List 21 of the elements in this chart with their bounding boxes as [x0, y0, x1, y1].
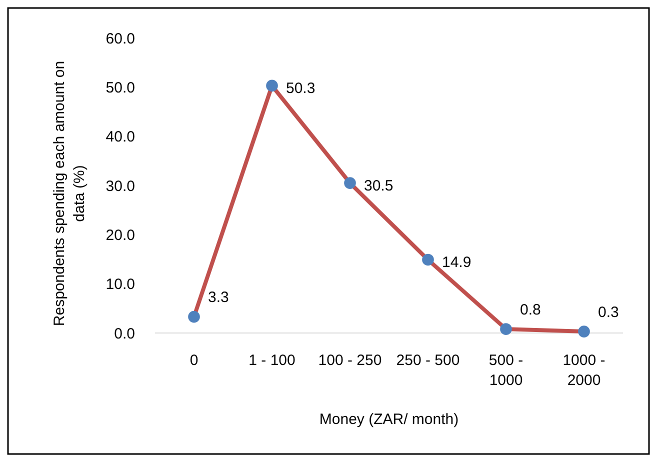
- data-label: 3.3: [208, 289, 229, 306]
- y-tick-label: 50.0: [106, 79, 135, 96]
- y-tick-label: 30.0: [106, 178, 135, 195]
- data-label: 0.3: [598, 304, 619, 321]
- data-label: 30.5: [364, 177, 394, 194]
- y-tick-label: 40.0: [106, 128, 135, 146]
- x-tick-label: 500 - 1000: [488, 352, 524, 389]
- y-tick-label: 0.0: [114, 325, 135, 342]
- y-tick-label: 20.0: [106, 226, 135, 244]
- data-label: 0.8: [520, 301, 541, 318]
- x-tick-label: 1 - 100: [248, 352, 296, 369]
- x-tick-label: 0: [190, 352, 198, 369]
- y-tick-label: 10.0: [106, 276, 135, 294]
- x-tick-label: 1000 - 2000: [562, 352, 606, 389]
- y-tick-label: 60.0: [106, 30, 135, 48]
- data-label: 50.3: [286, 80, 316, 97]
- x-tick-label: 100 - 250: [318, 352, 382, 369]
- y-axis-title: Respondents spending each amount on data (%): [51, 60, 88, 326]
- x-axis-title: Money (ZAR/ month): [319, 411, 459, 428]
- x-tick-label: 250 - 500: [396, 352, 460, 369]
- data-label: 14.9: [442, 254, 472, 271]
